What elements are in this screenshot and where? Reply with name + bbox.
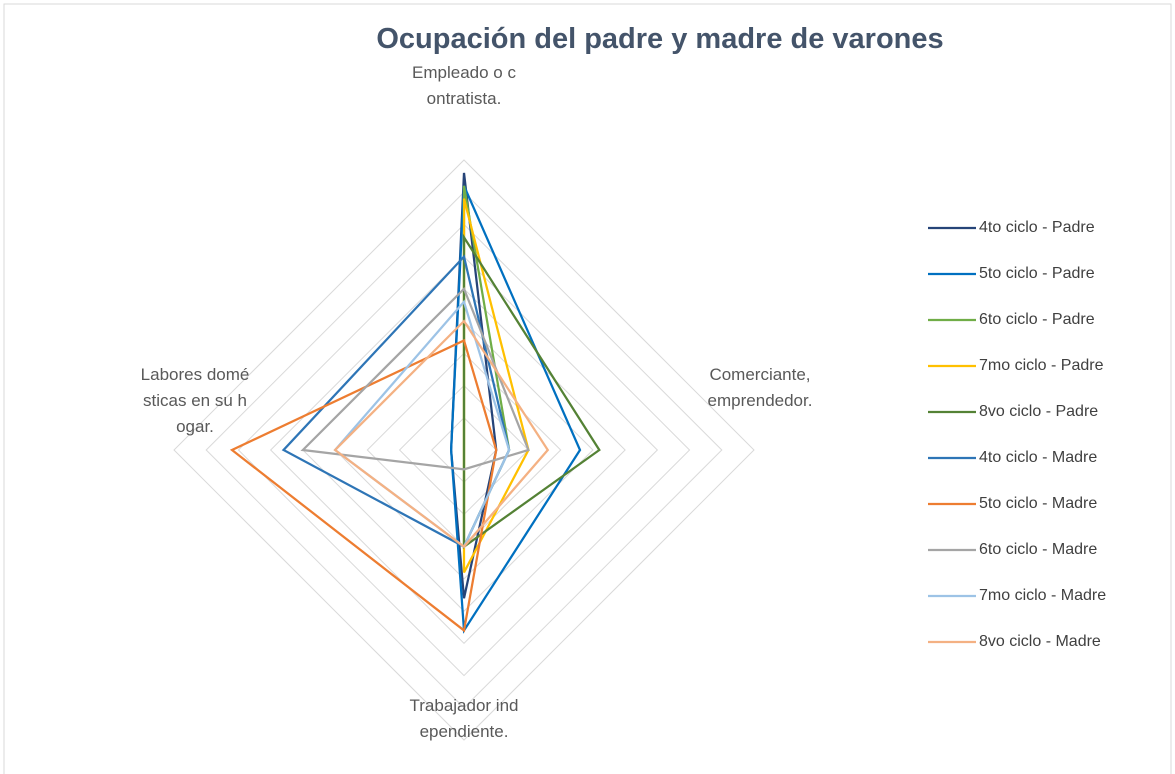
chart-border (3, 3, 1172, 774)
legend-label: 7mo ciclo - Padre (979, 357, 1104, 374)
grid-ring (237, 223, 691, 677)
grid-ring (173, 159, 755, 741)
category-label: Empleado o contratista. (412, 63, 516, 108)
legend-label: 6to ciclo - Madre (979, 541, 1097, 558)
series-line (300, 286, 530, 471)
legend-label: 7mo ciclo - Madre (979, 587, 1106, 604)
legend-label: 5to ciclo - Madre (979, 495, 1097, 512)
category-label: Comerciante, emprendedor. (707, 365, 813, 410)
legend-label: 4to ciclo - Madre (979, 449, 1097, 466)
series-line (333, 319, 550, 549)
legend-label: 6to ciclo - Padre (979, 311, 1095, 328)
series-line (229, 338, 498, 633)
category-label: Trabajador independiente. (409, 696, 519, 741)
legend-label: 4to ciclo - Padre (979, 219, 1095, 236)
category-label: Labores domésticas en su hogar. (140, 365, 250, 436)
legend-label: 5to ciclo - Padre (979, 265, 1095, 282)
grid-ring (269, 255, 659, 645)
legend-label: 8vo ciclo - Padre (979, 403, 1098, 420)
chart-title: Ocupación del padre y madre de varones (376, 23, 943, 55)
legend-label: 8vo ciclo - Madre (979, 633, 1101, 650)
grid-ring (205, 191, 723, 709)
